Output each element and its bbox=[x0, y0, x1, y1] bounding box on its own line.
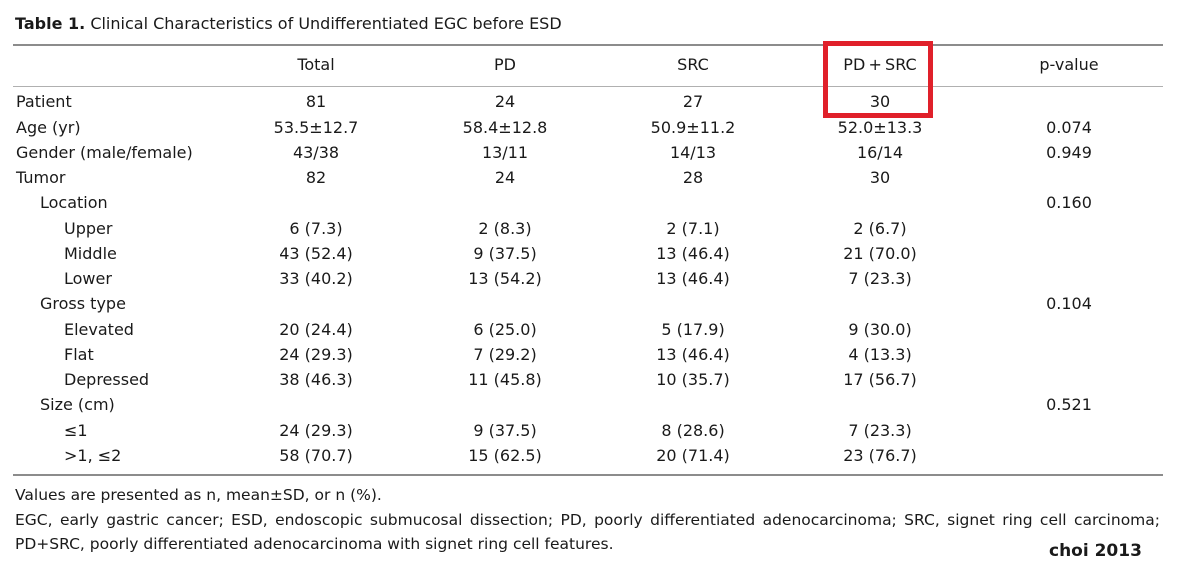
footnote-abbreviations: EGC, early gastric cancer; ESD, endoscop… bbox=[15, 511, 1160, 553]
table-cell: 53.5±12.7 bbox=[273, 118, 359, 137]
table-header-rule bbox=[13, 86, 1163, 87]
table-cell: 33 (40.2) bbox=[279, 269, 353, 288]
table-cell: 27 bbox=[682, 92, 704, 111]
row-label: Age (yr) bbox=[16, 118, 81, 137]
table-cell: 0.521 bbox=[1046, 395, 1092, 414]
table-cell: 7 (23.3) bbox=[848, 269, 912, 288]
table-cell: 0.160 bbox=[1046, 193, 1092, 212]
table-cell: 21 (70.0) bbox=[843, 244, 917, 263]
table-cell: 13 (46.4) bbox=[656, 345, 730, 364]
row-label: Patient bbox=[16, 92, 72, 111]
row-label: Size (cm) bbox=[40, 395, 115, 414]
table-cell: 4 (13.3) bbox=[848, 345, 912, 364]
table-cell: 81 bbox=[305, 92, 327, 111]
row-label: Gender (male/female) bbox=[16, 143, 193, 162]
row-label: Lower bbox=[64, 269, 112, 288]
table-cell: 0.949 bbox=[1046, 143, 1092, 162]
row-label: Depressed bbox=[64, 370, 150, 389]
table-cell: 58 (70.7) bbox=[279, 446, 353, 465]
table-cell: 43 (52.4) bbox=[279, 244, 353, 263]
table-cell: 24 (29.3) bbox=[279, 421, 353, 440]
table-cell: 58.4±12.8 bbox=[462, 118, 548, 137]
table-cell: 20 (24.4) bbox=[279, 320, 353, 339]
column-header: SRC bbox=[677, 55, 709, 74]
table-cell: 14/13 bbox=[669, 143, 717, 162]
table-cell: 13/11 bbox=[481, 143, 529, 162]
column-header: PD bbox=[494, 55, 516, 74]
table-cell: 20 (71.4) bbox=[656, 446, 730, 465]
row-label: Elevated bbox=[64, 320, 134, 339]
highlight-box bbox=[823, 41, 933, 118]
table-cell: 9 (37.5) bbox=[473, 244, 537, 263]
column-header: Total bbox=[297, 55, 335, 74]
row-label: Middle bbox=[64, 244, 117, 263]
table-cell: 43/38 bbox=[292, 143, 340, 162]
table-cell: 13 (46.4) bbox=[656, 244, 730, 263]
table-cell: 0.104 bbox=[1046, 294, 1092, 313]
table-cell: 24 bbox=[494, 168, 516, 187]
table-cell: 2 (8.3) bbox=[478, 219, 532, 238]
row-label: Upper bbox=[64, 219, 113, 238]
table-cell: 28 bbox=[682, 168, 704, 187]
table-cell: 30 bbox=[869, 92, 891, 111]
row-label: Location bbox=[40, 193, 108, 212]
row-label: >1, ≤2 bbox=[64, 446, 122, 465]
table-caption: Table 1. Clinical Characteristics of Und… bbox=[15, 14, 562, 33]
table-bottom-rule bbox=[13, 474, 1163, 476]
table-cell: 50.9±11.2 bbox=[650, 118, 736, 137]
row-label: Gross type bbox=[40, 294, 126, 313]
table-cell: 13 (46.4) bbox=[656, 269, 730, 288]
table-caption-label: Table 1. bbox=[15, 14, 86, 33]
credit-text: choi 2013 bbox=[1049, 541, 1142, 561]
row-label: Tumor bbox=[16, 168, 66, 187]
table-cell: 2 (6.7) bbox=[853, 219, 907, 238]
table-cell: 6 (25.0) bbox=[473, 320, 537, 339]
table-cell: 24 bbox=[494, 92, 516, 111]
table-cell: 11 (45.8) bbox=[468, 370, 542, 389]
table-cell: 30 bbox=[869, 168, 891, 187]
table-cell: 17 (56.7) bbox=[843, 370, 917, 389]
table-top-rule bbox=[13, 44, 1163, 46]
table-cell: 5 (17.9) bbox=[661, 320, 725, 339]
table-cell: 7 (29.2) bbox=[473, 345, 537, 364]
table-cell: 15 (62.5) bbox=[468, 446, 542, 465]
table-cell: 9 (30.0) bbox=[848, 320, 912, 339]
table-cell: 13 (54.2) bbox=[468, 269, 542, 288]
table-cell: 0.074 bbox=[1046, 118, 1092, 137]
table-cell: 9 (37.5) bbox=[473, 421, 537, 440]
table-cell: 8 (28.6) bbox=[661, 421, 725, 440]
footnote-values: Values are presented as n, mean±SD, or n… bbox=[15, 486, 382, 504]
table-cell: 16/14 bbox=[856, 143, 904, 162]
table-cell: 38 (46.3) bbox=[279, 370, 353, 389]
table-caption-title: Clinical Characteristics of Undifferenti… bbox=[90, 14, 562, 33]
table-cell: 10 (35.7) bbox=[656, 370, 730, 389]
row-label: ≤1 bbox=[64, 421, 88, 440]
table-cell: 82 bbox=[305, 168, 327, 187]
table-cell: 23 (76.7) bbox=[843, 446, 917, 465]
table-cell: 2 (7.1) bbox=[666, 219, 720, 238]
row-label: Flat bbox=[64, 345, 94, 364]
table-cell: 24 (29.3) bbox=[279, 345, 353, 364]
table-cell: 7 (23.3) bbox=[848, 421, 912, 440]
table-cell: 52.0±13.3 bbox=[837, 118, 923, 137]
column-header: PD + SRC bbox=[843, 55, 917, 74]
column-header: p-value bbox=[1039, 55, 1099, 74]
table-cell: 6 (7.3) bbox=[289, 219, 343, 238]
